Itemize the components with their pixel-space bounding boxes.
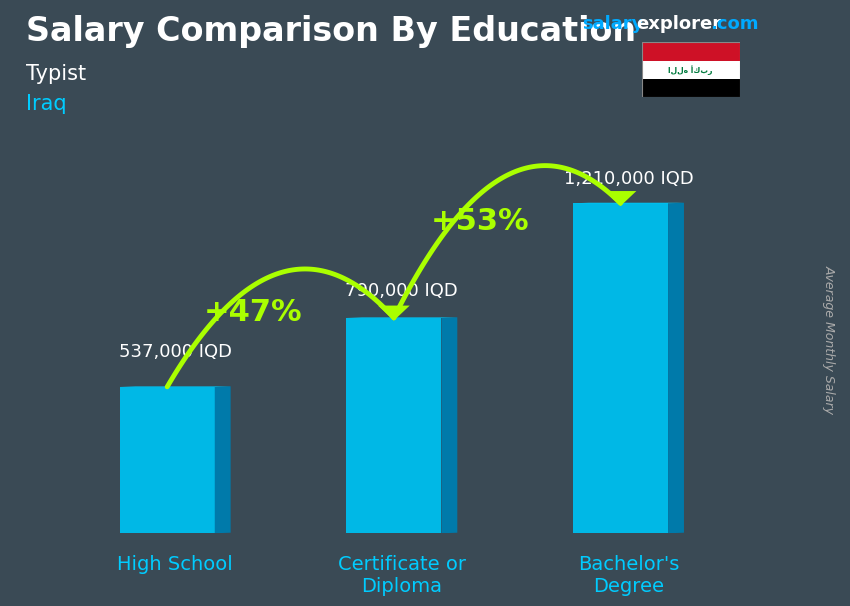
Text: Bachelor's
Degree: Bachelor's Degree (578, 555, 679, 596)
Text: explorer: explorer (636, 15, 721, 33)
Polygon shape (573, 204, 668, 533)
Text: +53%: +53% (431, 207, 530, 236)
Text: Iraq: Iraq (26, 94, 66, 114)
Text: High School: High School (117, 555, 233, 574)
Text: Salary Comparison By Education: Salary Comparison By Education (26, 15, 636, 48)
Polygon shape (668, 203, 684, 533)
Bar (642, 61, 740, 79)
Polygon shape (441, 318, 457, 533)
Text: Typist: Typist (26, 64, 86, 84)
Text: 537,000 IQD: 537,000 IQD (119, 343, 231, 361)
Polygon shape (120, 387, 215, 533)
Bar (642, 42, 740, 61)
Text: الله أكبر: الله أكبر (668, 65, 713, 75)
Polygon shape (215, 386, 230, 533)
Text: +47%: +47% (204, 298, 303, 327)
Polygon shape (346, 318, 441, 533)
Text: 790,000 IQD: 790,000 IQD (345, 282, 458, 300)
Text: Average Monthly Salary: Average Monthly Salary (822, 265, 836, 414)
Text: .com: .com (711, 15, 759, 33)
Bar (642, 79, 740, 97)
Text: Certificate or
Diploma: Certificate or Diploma (337, 555, 466, 596)
Text: salary: salary (582, 15, 643, 33)
Polygon shape (604, 191, 637, 206)
Text: 1,210,000 IQD: 1,210,000 IQD (564, 170, 694, 188)
Polygon shape (378, 305, 410, 321)
